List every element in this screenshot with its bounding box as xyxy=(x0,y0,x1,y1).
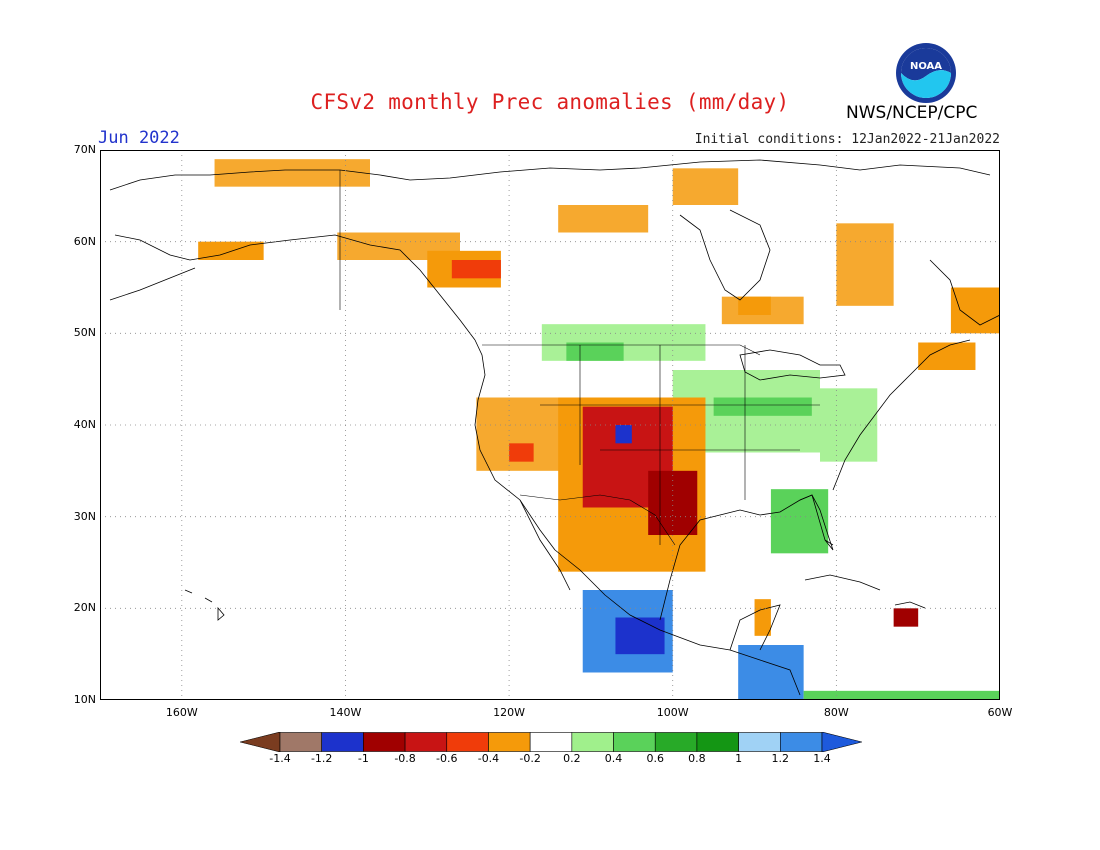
gridlines xyxy=(100,150,1000,700)
lat-label: 40N xyxy=(73,418,96,431)
legend-swatch xyxy=(321,732,364,752)
anomaly-region-dry_0.4 xyxy=(738,296,771,315)
anomaly-region-wet_0.4 xyxy=(713,397,812,416)
legend-label: -1.2 xyxy=(310,752,333,765)
anomaly-region-dry_0.4 xyxy=(918,342,976,370)
anomaly-region-dry_0.2 xyxy=(836,223,894,306)
anomaly-region-dry_0.4 xyxy=(950,287,1000,334)
color-legend xyxy=(240,732,862,752)
legend-swatches xyxy=(240,732,862,752)
lat-label: 70N xyxy=(73,143,96,156)
legend-label: 0.2 xyxy=(563,752,581,765)
legend-swatch-min xyxy=(240,732,281,752)
legend-label: 0.4 xyxy=(604,752,623,765)
anomaly-region-wet_1.2 xyxy=(615,425,632,444)
legend-swatch xyxy=(529,732,573,752)
lon-label: 120W xyxy=(493,706,526,719)
legend-swatch xyxy=(571,732,614,752)
legend-swatch xyxy=(446,732,489,752)
legend-swatch xyxy=(613,732,656,752)
legend-swatch xyxy=(279,732,322,752)
chart-title: CFSv2 monthly Prec anomalies (mm/day) xyxy=(310,90,790,114)
anomaly-region-wet_1.2 xyxy=(615,617,665,655)
legend-label: 0.8 xyxy=(688,752,706,765)
lon-label: 100W xyxy=(656,706,689,719)
noaa-logo-icon: NOAA xyxy=(896,43,956,103)
coastline-outline xyxy=(109,159,1000,696)
legend-swatch xyxy=(404,732,448,752)
legend-label: 1.4 xyxy=(813,752,831,765)
lat-label: 60N xyxy=(73,234,96,248)
forecast-month: Jun 2022 xyxy=(98,128,180,148)
anomaly-region-wet_0.4 xyxy=(803,690,1000,700)
legend-label: -1 xyxy=(357,752,369,765)
legend-label: 0.6 xyxy=(646,752,664,765)
lon-label: 140W xyxy=(329,706,362,719)
legend-swatch xyxy=(780,732,823,752)
legend-label: -1.4 xyxy=(269,752,291,765)
legend-swatch xyxy=(488,732,531,752)
lat-label: 10N xyxy=(73,693,96,706)
lat-label: 50N xyxy=(73,326,96,340)
anomaly-region-dry_0.6 xyxy=(509,443,534,462)
anomaly-region-dry_0.4 xyxy=(754,599,771,636)
anomaly-region-wet_1.0 xyxy=(738,645,804,700)
political-borders xyxy=(339,170,820,546)
legend-label: -0.8 xyxy=(394,752,416,765)
legend-swatch xyxy=(738,732,781,752)
legend-label: 1 xyxy=(735,752,743,765)
anomaly-region-dry_0.6 xyxy=(451,260,501,279)
precip-anomaly-map xyxy=(100,150,1000,700)
agency-label: NWS/NCEP/CPC xyxy=(846,103,978,123)
legend-label: 1.2 xyxy=(771,752,790,765)
anomaly-region-dry_0.2 xyxy=(672,168,739,205)
anomaly-region-wet_0.2 xyxy=(820,388,878,462)
anomaly-region-dry_0.2 xyxy=(558,205,649,233)
logo-text: NOAA xyxy=(910,61,942,72)
anomaly-region-wet_0.4 xyxy=(566,342,624,361)
lon-label: 60W xyxy=(987,706,1013,719)
legend-label: -0.4 xyxy=(477,752,500,765)
legend-label: -0.2 xyxy=(519,752,541,765)
legend-swatch-max xyxy=(821,732,862,752)
lon-label: 80W xyxy=(823,706,849,719)
anomaly-region-dry_1.0 xyxy=(893,608,919,627)
legend-swatch xyxy=(696,732,739,752)
lon-label: 160W xyxy=(165,706,198,719)
legend-swatch xyxy=(654,732,698,752)
initial-conditions: Initial conditions: 12Jan2022-21Jan2022 xyxy=(694,132,1000,147)
legend-swatch xyxy=(363,732,406,752)
anomaly-region-dry_1.0 xyxy=(648,470,698,535)
legend-label: -0.6 xyxy=(436,752,458,765)
lat-label: 20N xyxy=(73,601,96,615)
anomaly-layer xyxy=(198,159,1000,700)
lat-label: 30N xyxy=(73,509,96,523)
